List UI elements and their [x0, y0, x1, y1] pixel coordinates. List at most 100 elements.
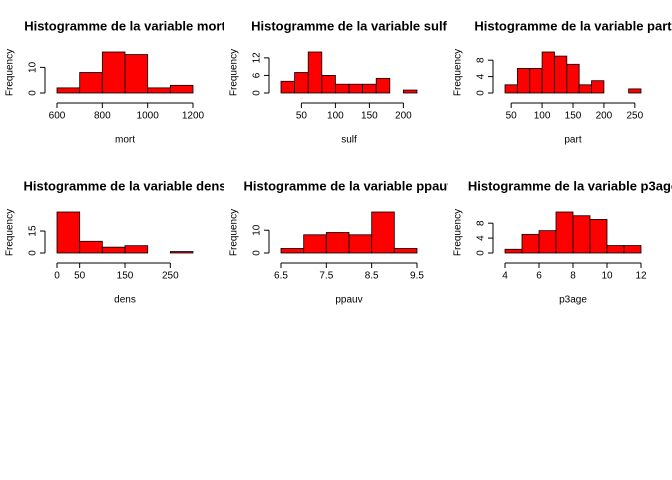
y-axis-label: Frequency [229, 209, 240, 256]
bar [375, 77, 391, 94]
panel-title: Histogramme de la variable dens [23, 178, 226, 193]
x-axis-label: part [564, 135, 581, 146]
bar [516, 68, 531, 94]
panel-title: Histogramme de la variable mort [24, 18, 226, 33]
bar [504, 84, 518, 94]
x-tick-label: 12 [635, 271, 647, 282]
bar [554, 55, 568, 94]
y-tick-label: 8 [476, 57, 487, 63]
bar [280, 248, 305, 254]
bar [147, 87, 171, 94]
panel-title: Histogramme de la variable ppauv [244, 178, 456, 193]
bar [348, 83, 364, 94]
y-tick-label: 0 [28, 90, 39, 96]
x-axis-label: ppauv [335, 295, 362, 306]
y-tick-label: 4 [476, 235, 487, 241]
bar [169, 251, 194, 254]
y-axis-label: Frequency [5, 209, 16, 256]
panel: Histogramme de la variable ppauv 6.5 7.5 8.… [229, 178, 456, 306]
x-tick-label: 250 [626, 111, 643, 122]
y-tick-label: 8 [476, 220, 487, 226]
y-tick-label: 0 [476, 90, 487, 96]
bar [101, 51, 126, 94]
panel: Histogramme de la variable p3age 4 6 8 10 12 0… [453, 178, 672, 305]
bar [348, 234, 373, 254]
x-tick-label: 200 [596, 111, 613, 122]
x-tick-label: 50 [74, 271, 86, 282]
x-tick-label: 0 [54, 271, 60, 282]
x-tick-label: 800 [94, 111, 111, 122]
y-tick-label: 0 [252, 90, 263, 96]
x-tick-label: 150 [117, 271, 134, 282]
x-axis-label: mort [115, 135, 135, 146]
y-axis-label: Frequency [229, 49, 240, 96]
y-tick-label: 0 [28, 250, 39, 256]
y-axis-label: Frequency [453, 209, 464, 256]
panel-title: Histogramme de la variable part [474, 18, 672, 33]
x-tick-label: 9.5 [410, 271, 424, 282]
x-tick-label: 50 [506, 111, 518, 122]
bar [303, 234, 327, 254]
y-axis-label: Frequency [453, 49, 464, 96]
bar [402, 89, 418, 94]
bar [280, 80, 296, 94]
x-tick-label: 1000 [137, 111, 160, 122]
bar [541, 51, 555, 94]
bar [572, 215, 591, 254]
y-tick-label: 15 [28, 225, 39, 237]
bar [606, 245, 625, 254]
panel-title: Histogramme de la variable sulf [251, 18, 447, 33]
x-axis-label: sulf [341, 135, 357, 146]
bar [294, 72, 309, 94]
bar [529, 68, 543, 94]
panel-title: Histogramme de la variable p3age [468, 178, 672, 193]
bar [371, 211, 395, 254]
x-tick-label: 1200 [182, 111, 205, 122]
x-tick-label: 6.5 [274, 271, 288, 282]
x-axis-label: dens [114, 295, 136, 306]
x-tick-label: 50 [296, 111, 308, 122]
x-tick-label: 250 [162, 271, 179, 282]
bar [321, 75, 336, 94]
x-tick-label: 7.5 [319, 271, 333, 282]
y-tick-label: 4 [476, 73, 487, 79]
x-tick-label: 8 [570, 271, 576, 282]
y-tick-label: 10 [28, 61, 39, 73]
bar [589, 219, 608, 254]
panel: Histogramme de la variable sulf 50 100 150 2… [229, 18, 448, 145]
x-tick-label: 100 [327, 111, 344, 122]
bar [521, 233, 540, 254]
bar [566, 63, 580, 94]
x-tick-label: 6 [536, 271, 542, 282]
bar [79, 240, 103, 254]
bar [101, 246, 126, 254]
panel: Histogramme de la variable part 50 100 150 2… [453, 18, 672, 145]
x-tick-label: 600 [49, 111, 66, 122]
bar [555, 211, 574, 254]
bar [325, 232, 350, 254]
bar [393, 248, 418, 254]
bar [169, 84, 194, 94]
x-tick-label: 4 [502, 271, 508, 282]
bar [628, 88, 642, 94]
bar [362, 83, 377, 94]
x-tick-label: 150 [361, 111, 378, 122]
x-tick-label: 150 [565, 111, 582, 122]
bar [56, 87, 81, 94]
bar [591, 80, 605, 94]
bar [307, 51, 323, 94]
x-tick-label: 200 [395, 111, 412, 122]
x-tick-label: 8.5 [365, 271, 379, 282]
bar [79, 72, 103, 94]
bar [124, 245, 149, 254]
x-tick-label: 100 [534, 111, 551, 122]
y-tick-label: 12 [252, 52, 263, 64]
y-axis-label: Frequency [5, 49, 16, 96]
x-tick-label: 10 [601, 271, 613, 282]
y-tick-label: 6 [252, 72, 263, 78]
bar [538, 230, 557, 254]
